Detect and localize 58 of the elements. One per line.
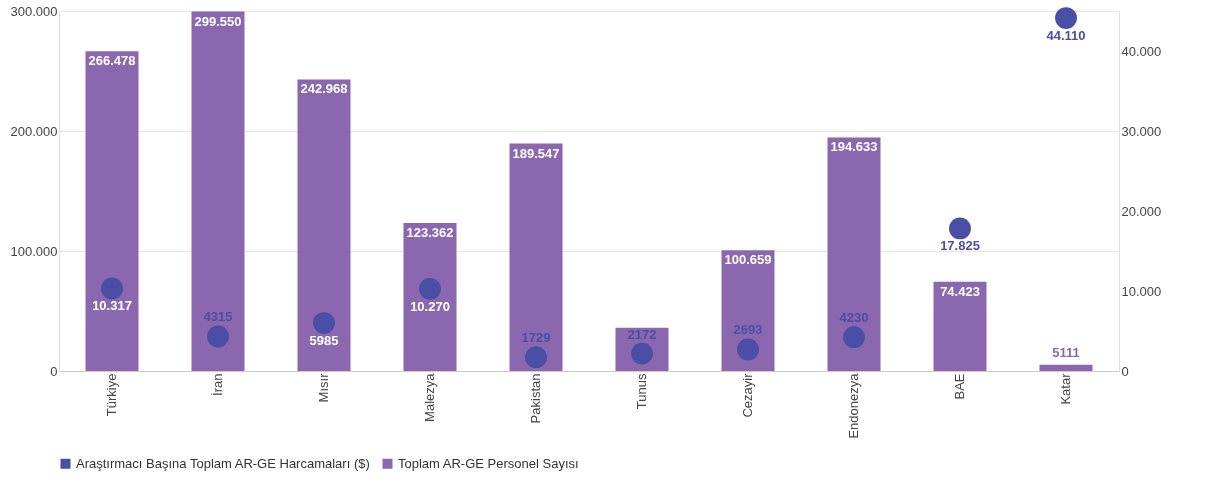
- y2-tick-label: 40.000: [1121, 43, 1162, 59]
- y2-tick-label: 0: [1121, 363, 1129, 379]
- x-tick-label: Endonezya: [846, 372, 861, 439]
- data-label: 189.547: [512, 145, 560, 161]
- data-label: 299.550: [194, 13, 242, 29]
- y-tick-label: 300.000: [10, 3, 58, 19]
- y2-tick-label: 10.000: [1121, 283, 1162, 299]
- data-label: 44.110: [1046, 28, 1086, 44]
- data-label: 74.423: [940, 283, 980, 299]
- point: [737, 338, 759, 361]
- legend-label: Araştırmacı Başına Toplam AR-GE Harcamaları ($): [76, 455, 370, 471]
- bar: [297, 79, 351, 371]
- point: [949, 217, 971, 240]
- data-label: 123.362: [406, 224, 454, 240]
- data-label: 194.633: [830, 139, 878, 155]
- data-label: 100.659: [724, 252, 772, 268]
- data-label: 10.317: [92, 298, 132, 314]
- bar: [827, 137, 881, 371]
- bar: [1039, 364, 1093, 371]
- data-label: 2172: [627, 326, 657, 342]
- data-label: 4230: [839, 310, 869, 326]
- x-tick-label: Mısır: [316, 372, 331, 403]
- data-label: 1729: [521, 330, 551, 346]
- point: [1055, 7, 1077, 30]
- legend-label: Toplam AR-GE Personel Sayısı: [398, 455, 579, 471]
- data-label: 5111: [1052, 344, 1080, 360]
- point: [101, 277, 123, 300]
- data-label: 10.270: [410, 298, 450, 314]
- x-tick-label: Pakistan: [528, 373, 543, 424]
- bar: [933, 281, 987, 371]
- bar: [85, 51, 139, 371]
- point: [525, 346, 547, 369]
- data-label: 266.478: [88, 53, 136, 69]
- point: [419, 277, 441, 300]
- data-label: 2693: [733, 322, 763, 338]
- x-tick-label: Tunus: [634, 373, 649, 410]
- x-tick-label: Cezayir: [740, 372, 755, 418]
- bar: [721, 250, 775, 371]
- data-label: 5985: [309, 333, 339, 349]
- y2-tick-label: 20.000: [1121, 203, 1162, 219]
- y-tick-label: 100.000: [10, 243, 58, 259]
- x-tick-label: Türkiye: [104, 373, 119, 417]
- x-tick-label: İran: [210, 373, 225, 396]
- data-label: 4315: [203, 309, 233, 325]
- y2-tick-label: 30.000: [1121, 123, 1162, 139]
- bar: [191, 11, 245, 371]
- bar: [509, 143, 563, 371]
- y-tick-label: 200.000: [10, 123, 58, 139]
- point: [843, 326, 865, 349]
- point: [313, 312, 335, 335]
- bar: [403, 222, 457, 371]
- x-tick-label: Malezya: [422, 372, 437, 422]
- point: [207, 325, 229, 348]
- data-label: 17.825: [940, 238, 980, 254]
- data-label: 242.968: [300, 81, 348, 97]
- y-tick-label: 0: [50, 363, 58, 379]
- x-tick-label: BAE: [952, 373, 967, 400]
- x-tick-label: Katar: [1058, 372, 1073, 405]
